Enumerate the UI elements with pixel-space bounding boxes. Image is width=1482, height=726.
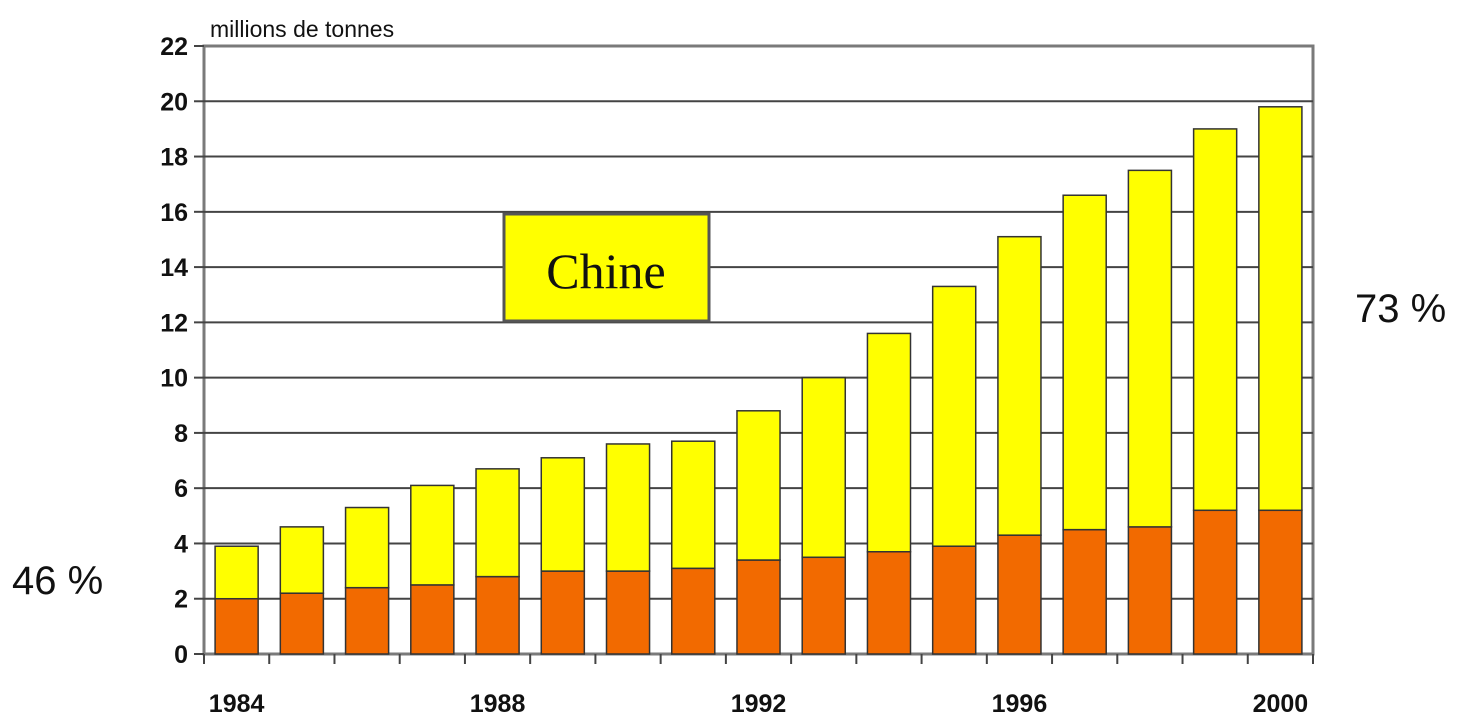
x-tick-label: 1996 [992,690,1048,718]
y-tick-label: 14 [160,254,188,282]
bar-segment-lower [410,584,455,655]
bar-segment-lower [605,570,651,655]
y-tick-label: 16 [160,199,188,227]
bar-segment-chine [279,526,325,594]
y-tick-label: 0 [174,641,188,669]
bar-segment-lower [475,575,520,655]
bar-segment-lower [866,550,912,655]
bar-segment-lower [1258,509,1303,655]
bar-segment-chine [1062,194,1107,531]
y-tick-label: 8 [174,420,188,448]
bar-segment-chine [605,443,651,572]
bar-segment-chine [540,457,586,572]
unit-label: millions de tonnes [210,16,394,42]
y-tick-label: 4 [174,530,188,558]
bar-segment-chine [801,376,847,559]
bar-segment-chine [1258,106,1303,512]
bar-segment-chine [670,440,716,570]
y-tick-label: 18 [160,144,188,172]
legend-box [502,212,711,323]
bars [214,106,1303,655]
bar-segment-chine [475,468,520,578]
bar-segment-lower [801,556,847,655]
start-percent-label: 46 % [12,559,103,603]
y-tick-label: 20 [160,88,188,116]
bar-segment-lower [214,597,259,655]
y-tick-label: 12 [160,309,188,337]
y-tick-label: 6 [174,475,188,503]
bar-segment-lower [344,586,390,655]
bar-segment-chine [931,285,977,547]
x-tick-label: 1984 [209,690,265,718]
x-tick-label: 1992 [731,690,787,718]
bar-segment-lower [670,567,716,655]
legend: Chine [502,212,711,323]
bar-segment-lower [931,545,977,655]
bar-segment-lower [279,592,325,655]
bar-segment-lower [1127,526,1173,655]
bar-segment-lower [997,534,1042,655]
y-tick-label: 10 [160,365,188,393]
y-tick-label: 22 [160,33,188,61]
bar-segment-chine [866,332,912,553]
y-axis: 0 2 4 6 8 10 12 14 16 18 20 22 [160,33,204,669]
x-tick-label: 2000 [1253,690,1309,718]
bar-segment-chine [997,235,1042,536]
x-tick-label: 1988 [470,690,526,718]
bar-segment-lower [1062,528,1107,655]
bar-segment-chine [344,506,390,589]
legend-label: Chine [546,243,665,299]
end-percent-label: 73 % [1355,287,1446,331]
bar-segment-chine [1192,128,1238,512]
bar-segment-lower [540,570,586,655]
bar-segment-lower [1192,509,1238,655]
bar-segment-chine [1127,169,1173,528]
bar-segment-chine [736,410,781,561]
bar-segment-lower [736,559,781,655]
bar-segment-chine [410,484,455,586]
y-tick-label: 2 [174,586,188,614]
x-axis: 1984 1988 1992 1996 2000 [203,654,1314,718]
bar-segment-chine [214,545,259,600]
